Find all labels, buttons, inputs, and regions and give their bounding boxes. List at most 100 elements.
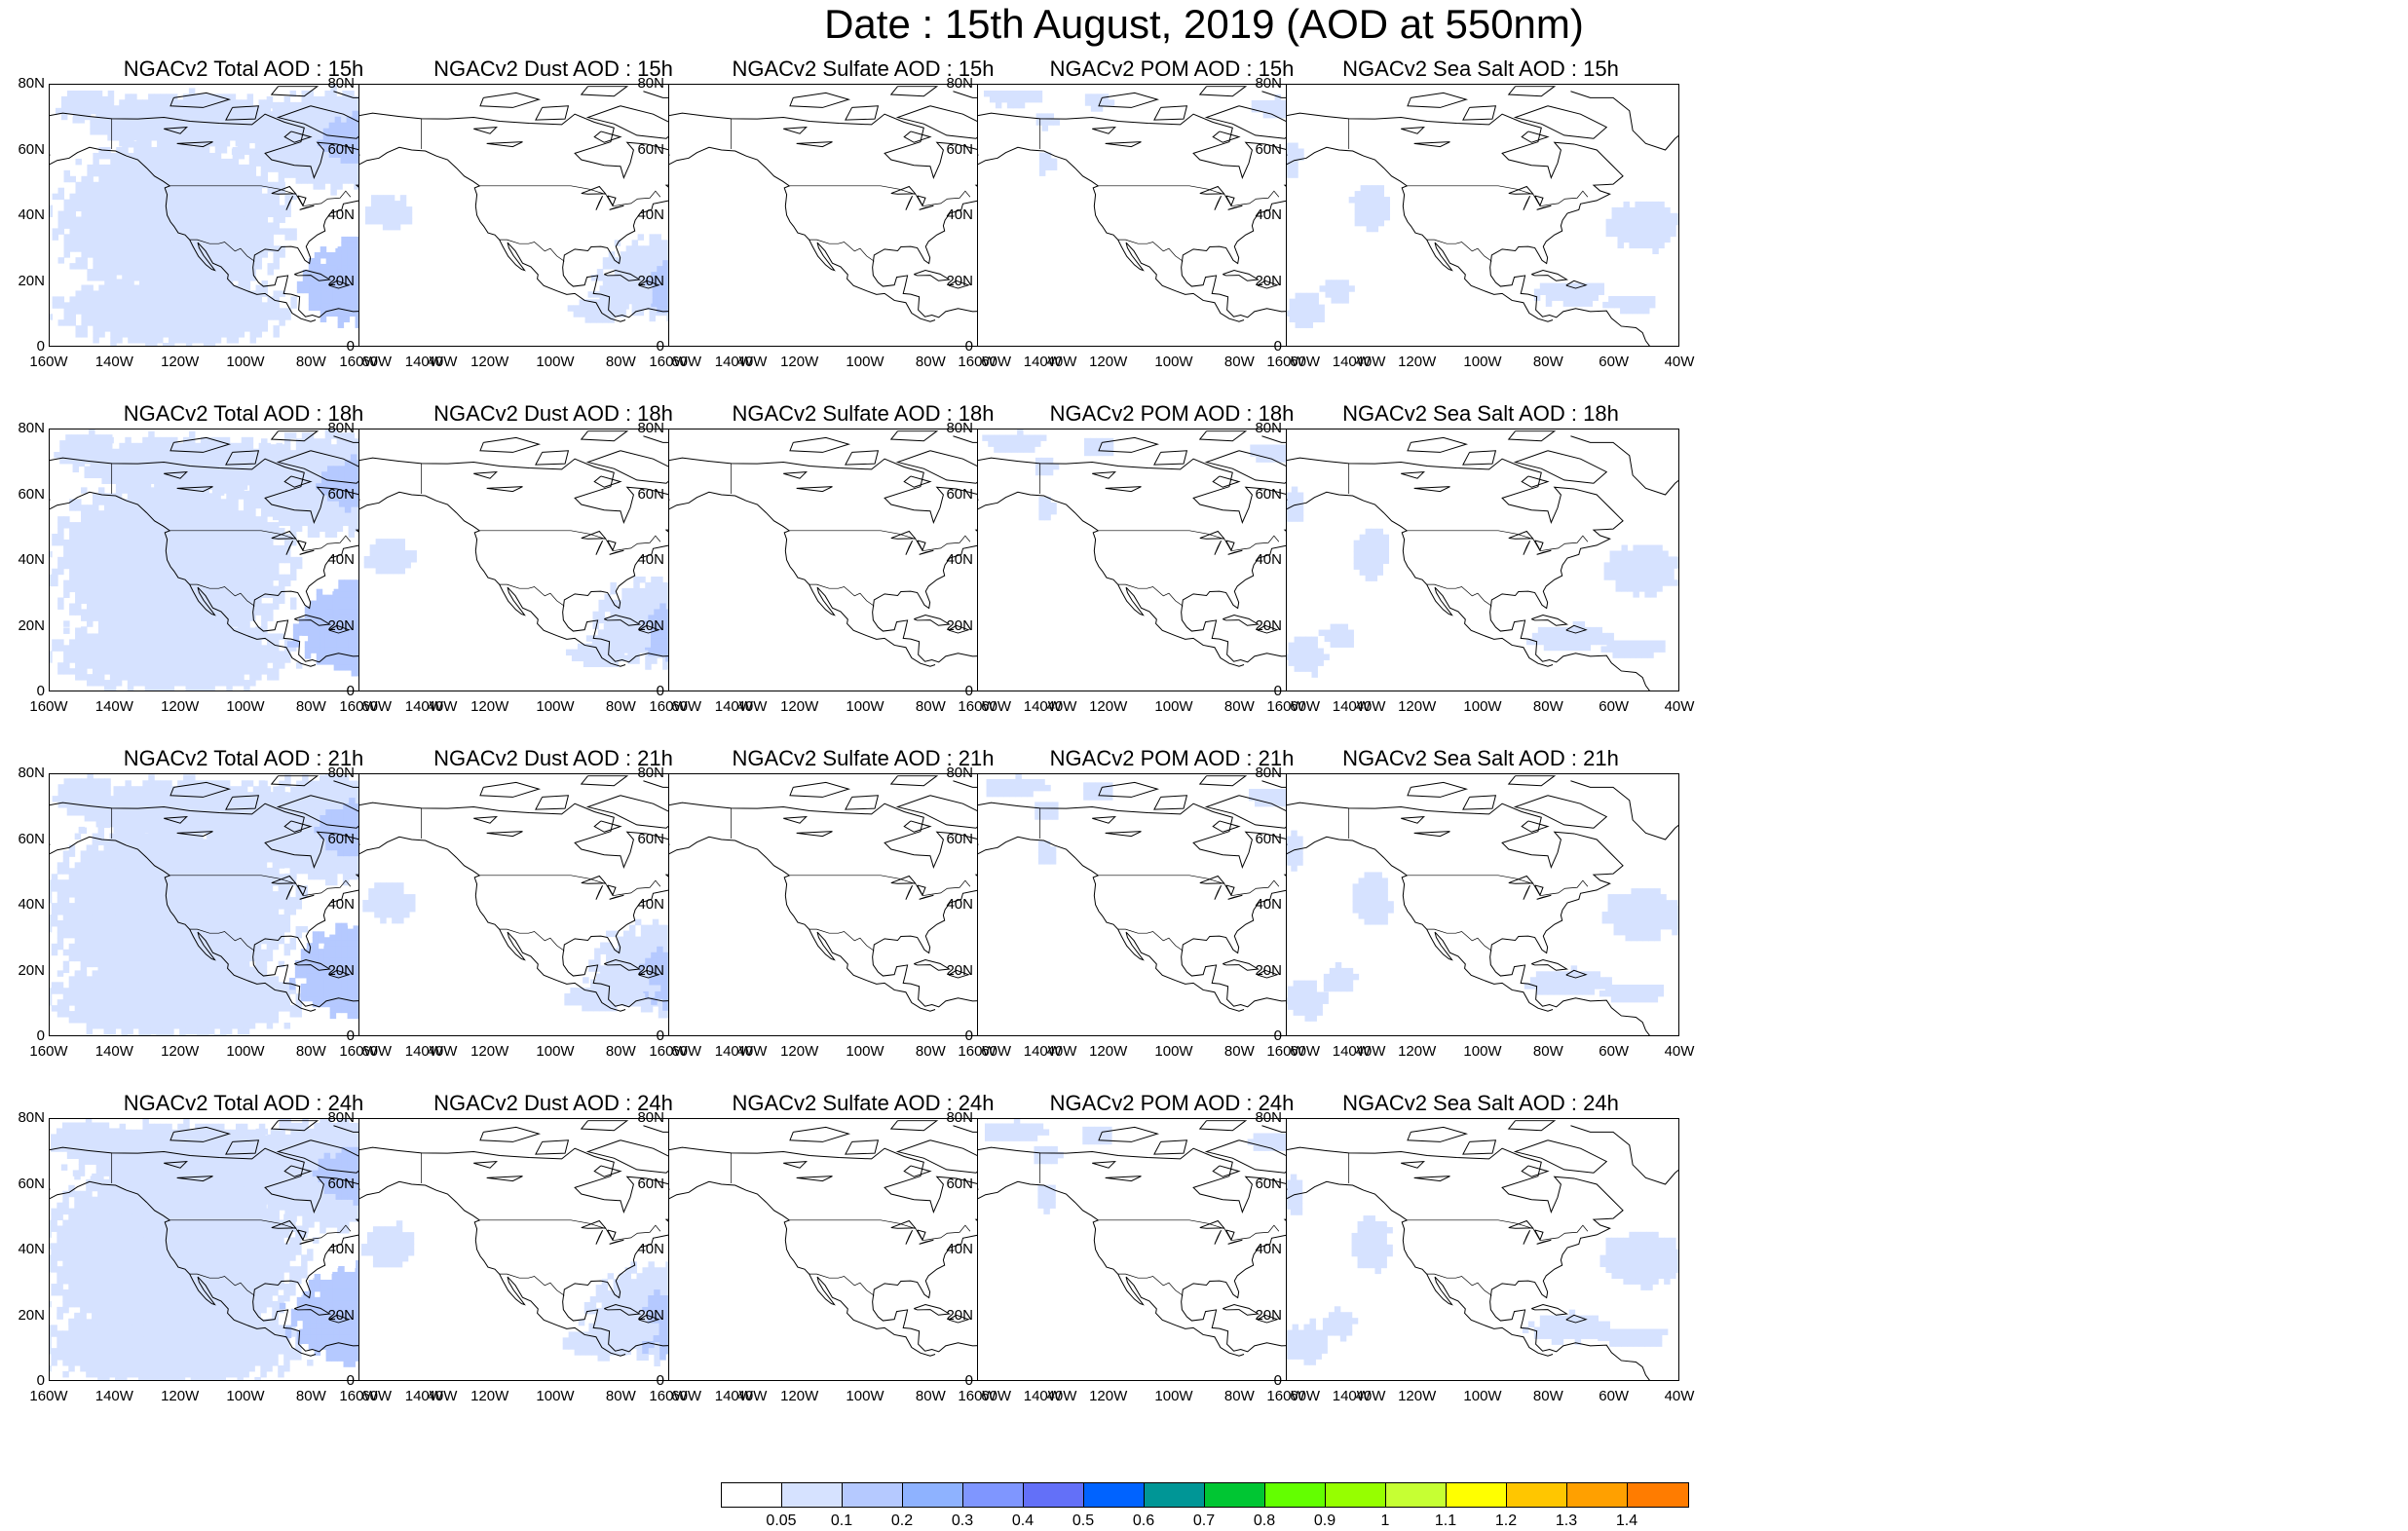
lon-tick-label: 160W (339, 1388, 378, 1404)
panel-title: NGACv2 POM AOD : 21h (1049, 746, 1295, 770)
lat-tick-label: 0 (36, 1372, 45, 1389)
lon-tick-label: 60W (361, 1388, 393, 1404)
lat-tick-label: 60N (18, 830, 45, 847)
lon-tick-label: 100W (846, 698, 884, 715)
lon-tick-label: 140W (1023, 1388, 1062, 1404)
lon-tick-label: 140W (404, 698, 443, 715)
lon-tick-label: 140W (404, 354, 443, 370)
map-panel-seasalt-18h: NGACv2 Sea Salt AOD : 18h 80N 60N 40N 20N 0 16… (1237, 401, 1724, 732)
colorbar-swatch (722, 1483, 782, 1507)
lon-tick-label: 140W (94, 1388, 133, 1404)
lon-tick-label: 120W (780, 1043, 819, 1060)
lon-tick-label: 160W (958, 354, 997, 370)
colorbar-label: 0.05 (766, 1512, 797, 1529)
panel-title: NGACv2 Dust AOD : 21h (433, 746, 673, 770)
lat-tick-label: 20N (18, 1306, 45, 1324)
lat-tick-label: 0 (964, 1027, 973, 1044)
lon-tick-label: 140W (714, 698, 753, 715)
lat-tick-label: 60N (946, 830, 973, 847)
lat-tick-label: 40N (18, 206, 45, 223)
lon-tick-label: 120W (1089, 1388, 1128, 1404)
lon-tick-label: 120W (470, 1043, 509, 1060)
colorbar-swatch (963, 1483, 1024, 1507)
lat-tick-label: 60N (637, 830, 664, 847)
coastlines (1287, 86, 1678, 346)
lon-tick-label: 80W (1532, 1388, 1563, 1404)
lat-tick-label: 80N (18, 765, 45, 781)
lat-tick-label: 20N (637, 616, 664, 634)
lon-tick-label: 60W (981, 1388, 1012, 1404)
lon-tick-label: 140W (1332, 1388, 1371, 1404)
lon-tick-label: 120W (1089, 698, 1128, 715)
lon-tick-label: 80W (1223, 1388, 1255, 1404)
lat-tick-label: 40N (327, 551, 355, 568)
lat-tick-label: 20N (18, 616, 45, 634)
panel-title: NGACv2 Total AOD : 21h (123, 746, 364, 770)
lat-tick-label: 0 (656, 683, 664, 699)
lon-tick-label: 80W (605, 698, 636, 715)
map-svg (978, 86, 1370, 346)
lat-tick-label: 40N (1255, 896, 1282, 913)
aod-field (1287, 486, 1678, 678)
lat-tick-label: 80N (18, 420, 45, 436)
coastlines (359, 430, 751, 691)
lat-tick-label: 80N (946, 75, 973, 92)
lon-tick-label: 140W (714, 1388, 753, 1404)
lon-tick-label: 80W (1223, 698, 1255, 715)
lat-tick-label: 80N (1255, 765, 1282, 781)
colorbar (721, 1482, 1689, 1508)
panel-title: NGACv2 Sea Salt AOD : 21h (1342, 746, 1619, 770)
lon-tick-label: 160W (649, 698, 688, 715)
lon-tick-label: 60W (1599, 1388, 1630, 1404)
colorbar-swatch (782, 1483, 843, 1507)
lon-tick-label: 100W (226, 1388, 265, 1404)
lon-tick-label: 120W (1089, 1043, 1128, 1060)
map-panel-total-18h: NGACv2 Total AOD : 18h 80N 60N 40N 20N 0 160W 1… (0, 401, 487, 732)
lat-tick-label: 20N (946, 616, 973, 634)
lat-tick-label: 40N (327, 1241, 355, 1257)
lon-tick-label: 60W (1290, 354, 1321, 370)
lon-tick-label: 120W (780, 698, 819, 715)
lat-tick-label: 80N (327, 75, 355, 92)
lat-tick-label: 0 (1273, 1027, 1282, 1044)
lon-tick-label: 60W (361, 1043, 393, 1060)
lon-tick-label: 140W (714, 1043, 753, 1060)
lon-tick-label: 60W (1599, 1043, 1630, 1060)
lat-tick-label: 40N (946, 206, 973, 223)
lon-tick-label: 80W (1223, 354, 1255, 370)
lat-tick-label: 20N (327, 1306, 355, 1324)
lon-tick-label: 40W (1046, 354, 1077, 370)
lon-tick-label: 100W (536, 1388, 575, 1404)
colorbar-swatch (1145, 1483, 1205, 1507)
panel-title: NGACv2 Sulfate AOD : 18h (732, 401, 995, 426)
lat-tick-label: 80N (637, 1109, 664, 1126)
lat-tick-label: 0 (656, 338, 664, 355)
lat-tick-label: 40N (1255, 1241, 1282, 1257)
lat-tick-label: 0 (656, 1027, 664, 1044)
coastlines (978, 430, 1370, 691)
lat-tick-label: 60N (18, 1175, 45, 1192)
colorbar-label: 1.2 (1494, 1512, 1518, 1529)
lat-tick-label: 40N (637, 551, 664, 568)
lon-tick-label: 40W (736, 698, 768, 715)
lat-tick-label: 0 (36, 338, 45, 355)
lon-tick-label: 100W (1463, 698, 1502, 715)
lat-tick-label: 20N (327, 961, 355, 979)
lon-tick-label: 80W (295, 698, 326, 715)
lon-tick-label: 80W (605, 1043, 636, 1060)
coastlines (50, 775, 441, 1035)
lon-tick-label: 40W (427, 354, 458, 370)
panel-title: NGACv2 Sea Salt AOD : 15h (1342, 56, 1619, 81)
lon-tick-label: 120W (470, 354, 509, 370)
colorbar-label: 1.1 (1434, 1512, 1457, 1529)
panel-title: NGACv2 POM AOD : 18h (1049, 401, 1295, 426)
map-svg (1287, 1120, 1678, 1380)
lat-tick-label: 60N (1255, 1175, 1282, 1192)
lon-tick-label: 160W (29, 1388, 68, 1404)
lat-tick-label: 80N (18, 1109, 45, 1126)
lat-tick-label: 60N (1255, 830, 1282, 847)
lon-tick-label: 80W (1532, 354, 1563, 370)
lon-tick-label: 40W (1664, 698, 1695, 715)
lon-tick-label: 140W (404, 1043, 443, 1060)
lat-tick-label: 60N (327, 140, 355, 158)
